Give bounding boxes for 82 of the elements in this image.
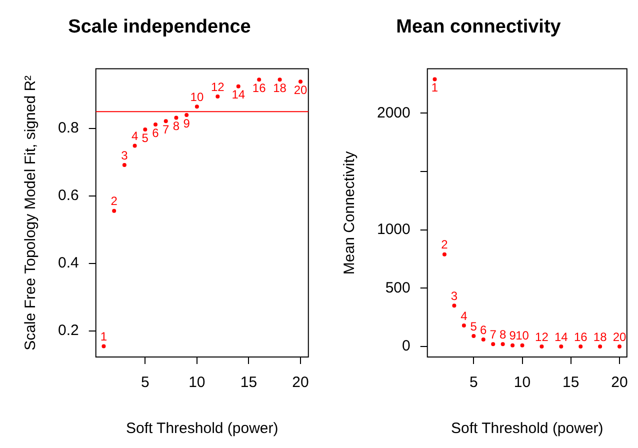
point xyxy=(174,116,178,120)
point xyxy=(143,128,148,132)
annotation: 9 xyxy=(509,328,516,343)
annotation: 9 xyxy=(183,116,190,130)
x-tick-label: 20 xyxy=(292,374,309,392)
annotation: 3 xyxy=(450,288,458,303)
annotation: 3 xyxy=(121,148,128,162)
point xyxy=(102,344,106,348)
point xyxy=(520,343,524,348)
annotation: 6 xyxy=(152,126,160,140)
annotation: 10 xyxy=(190,90,204,104)
y-tick-label: 1000 xyxy=(376,220,410,238)
annotation: 7 xyxy=(162,122,170,136)
annotation: 18 xyxy=(273,80,287,95)
point xyxy=(236,84,240,88)
x-tick-label: 15 xyxy=(562,374,580,392)
point xyxy=(452,304,456,308)
x-tick-label: 20 xyxy=(611,374,628,392)
annotation: 16 xyxy=(252,80,266,95)
annotation: 14 xyxy=(554,330,568,344)
annotation: 2 xyxy=(110,194,118,208)
y-tick-label: 500 xyxy=(385,279,410,296)
point xyxy=(618,344,622,348)
annotation: 4 xyxy=(131,129,138,144)
annotation: 16 xyxy=(574,330,588,344)
point xyxy=(278,78,282,82)
point xyxy=(481,338,486,342)
point xyxy=(132,144,137,148)
y-tick-label: 0 xyxy=(402,338,410,355)
point xyxy=(510,343,515,348)
point xyxy=(442,252,446,256)
annotation: 5 xyxy=(142,130,149,145)
point xyxy=(257,78,262,82)
y-axis-title: Mean Connectivity xyxy=(341,150,358,275)
y-tick-label: 0.2 xyxy=(58,322,79,340)
y-tick-label: 0.4 xyxy=(58,254,79,272)
annotation: 10 xyxy=(516,328,530,343)
x-axis-title: Soft Threshold (power) xyxy=(450,420,604,438)
point xyxy=(578,344,583,348)
point xyxy=(540,344,544,348)
annotation: 1 xyxy=(431,80,438,95)
chart-title: Mean connectivity xyxy=(396,16,562,38)
annotation: 7 xyxy=(490,327,497,342)
chart-title: Scale independence xyxy=(68,16,251,38)
annotation: 4 xyxy=(460,308,468,323)
annotation: 8 xyxy=(499,327,506,342)
point xyxy=(472,334,476,338)
point xyxy=(432,77,437,82)
y-axis-title: Scale Free Topology Model Fit, signed R² xyxy=(22,75,40,350)
point xyxy=(462,323,466,328)
annotation: 5 xyxy=(470,319,478,334)
annotation: 2 xyxy=(441,238,448,252)
x-tick-label: 5 xyxy=(140,374,150,392)
x-tick-label: 10 xyxy=(514,374,531,392)
annotation: 12 xyxy=(210,80,225,94)
annotation: 20 xyxy=(612,330,627,344)
point xyxy=(298,80,303,84)
point xyxy=(216,94,220,98)
annotation: 6 xyxy=(480,322,488,337)
annotation: 20 xyxy=(294,82,308,97)
point xyxy=(559,344,564,348)
annotation: 12 xyxy=(535,330,549,344)
annotation: 1 xyxy=(100,330,108,344)
x-tick-label: 15 xyxy=(240,374,258,392)
point xyxy=(500,342,505,346)
y-tick-label: 0.8 xyxy=(58,120,79,137)
y-tick-label: 2000 xyxy=(376,104,410,122)
point xyxy=(154,122,158,126)
annotation: 8 xyxy=(172,119,180,134)
point xyxy=(194,104,199,109)
y-tick-label: 0.6 xyxy=(58,187,79,204)
point xyxy=(112,208,116,213)
x-axis-title: Soft Threshold (power) xyxy=(126,420,278,438)
annotation: 14 xyxy=(232,88,246,102)
point xyxy=(598,344,602,348)
point xyxy=(491,342,496,346)
point xyxy=(122,162,126,167)
point xyxy=(164,119,168,124)
x-tick-label: 5 xyxy=(469,374,478,392)
x-tick-label: 10 xyxy=(188,374,206,392)
point xyxy=(184,113,189,118)
annotation: 18 xyxy=(593,330,608,344)
